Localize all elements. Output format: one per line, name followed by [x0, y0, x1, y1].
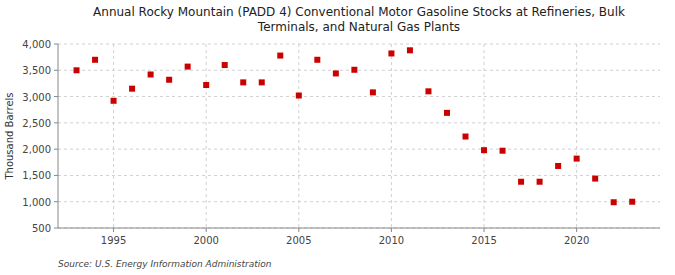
point: [574, 156, 580, 162]
title: Annual Rocky Mountain (PADD 4) Conventio…: [93, 5, 625, 34]
tick-x: [576, 228, 577, 232]
point: [481, 147, 487, 153]
grid-line-y: [58, 96, 660, 97]
tick-y: [54, 70, 58, 71]
point: [277, 53, 283, 59]
tick-label-y: 2,000: [22, 144, 51, 155]
point: [537, 179, 543, 185]
grid-line-x: [206, 44, 207, 228]
point: [333, 70, 339, 76]
point: [425, 88, 431, 94]
tick-y: [54, 175, 58, 176]
point: [629, 199, 635, 205]
title-line: Annual Rocky Mountain (PADD 4) Conventio…: [93, 5, 625, 19]
point: [407, 47, 413, 53]
grid-line-y: [58, 122, 660, 123]
axis-x: [58, 228, 660, 229]
point: [111, 98, 117, 104]
tick-y: [54, 44, 58, 45]
tick-label-y: 3,000: [22, 92, 51, 103]
point: [500, 148, 506, 154]
grid-line-y: [58, 149, 660, 150]
axis-y: [58, 44, 59, 228]
point: [222, 62, 228, 68]
tick-y: [54, 201, 58, 202]
grid-line-x: [484, 44, 485, 228]
point: [592, 176, 598, 182]
tick-label-x: 2000: [193, 235, 218, 246]
point: [611, 199, 617, 205]
point: [74, 67, 80, 73]
tick-x: [391, 228, 392, 232]
tick-label-y: 1,000: [22, 197, 51, 208]
tick-x: [206, 228, 207, 232]
tick-y: [54, 149, 58, 150]
point: [444, 110, 450, 116]
title-line: Terminals, and Natural Gas Plants: [257, 20, 460, 34]
grid-line-x: [298, 44, 299, 228]
tick-x: [298, 228, 299, 232]
tick-label-y: 500: [32, 223, 51, 234]
grid-line-y: [58, 201, 660, 202]
point: [314, 57, 320, 63]
tick-label-x: 2010: [379, 235, 404, 246]
grid: [58, 44, 660, 228]
point: [240, 79, 246, 85]
tick-label-y: 2,500: [22, 118, 51, 129]
tick-label-y: 3,500: [22, 65, 51, 76]
tick-label-y: 4,000: [22, 39, 51, 50]
tick-label-y: 1,500: [22, 170, 51, 181]
point: [463, 134, 469, 140]
point: [296, 93, 302, 99]
tick-y: [54, 96, 58, 97]
point: [166, 77, 172, 83]
tick-label-x: 2020: [564, 235, 589, 246]
point: [129, 86, 135, 92]
grid-line-x: [576, 44, 577, 228]
annotation: Source: U.S. Energy Information Administ…: [58, 259, 272, 269]
y-axis-label: Thousand Barrels: [4, 92, 15, 180]
grid-line-y: [58, 175, 660, 176]
point: [388, 50, 394, 56]
point: [555, 163, 561, 169]
point: [148, 71, 154, 77]
point: [370, 89, 376, 95]
grid-line-x: [391, 44, 392, 228]
tick-x: [113, 228, 114, 232]
grid-line-y: [58, 44, 660, 45]
points: [74, 47, 636, 205]
tick-y: [54, 228, 58, 229]
tick-label-x: 2005: [286, 235, 311, 246]
point: [203, 82, 209, 88]
tick-label-x: 2015: [471, 235, 496, 246]
tick-label-x: 1995: [101, 235, 126, 246]
point: [92, 57, 98, 63]
grid-line-y: [58, 228, 660, 229]
point: [351, 67, 357, 73]
chart: Annual Rocky Mountain (PADD 4) Conventio…: [0, 0, 675, 275]
grid-line-x: [113, 44, 114, 228]
point: [259, 79, 265, 85]
point: [518, 179, 524, 185]
tick-x: [484, 228, 485, 232]
point: [185, 64, 191, 70]
ticks: 500 1,000 1,500 2,000 2,500 3,000 3,500 4,000 19…: [22, 39, 589, 246]
tick-y: [54, 122, 58, 123]
grid-line-y: [58, 70, 660, 71]
